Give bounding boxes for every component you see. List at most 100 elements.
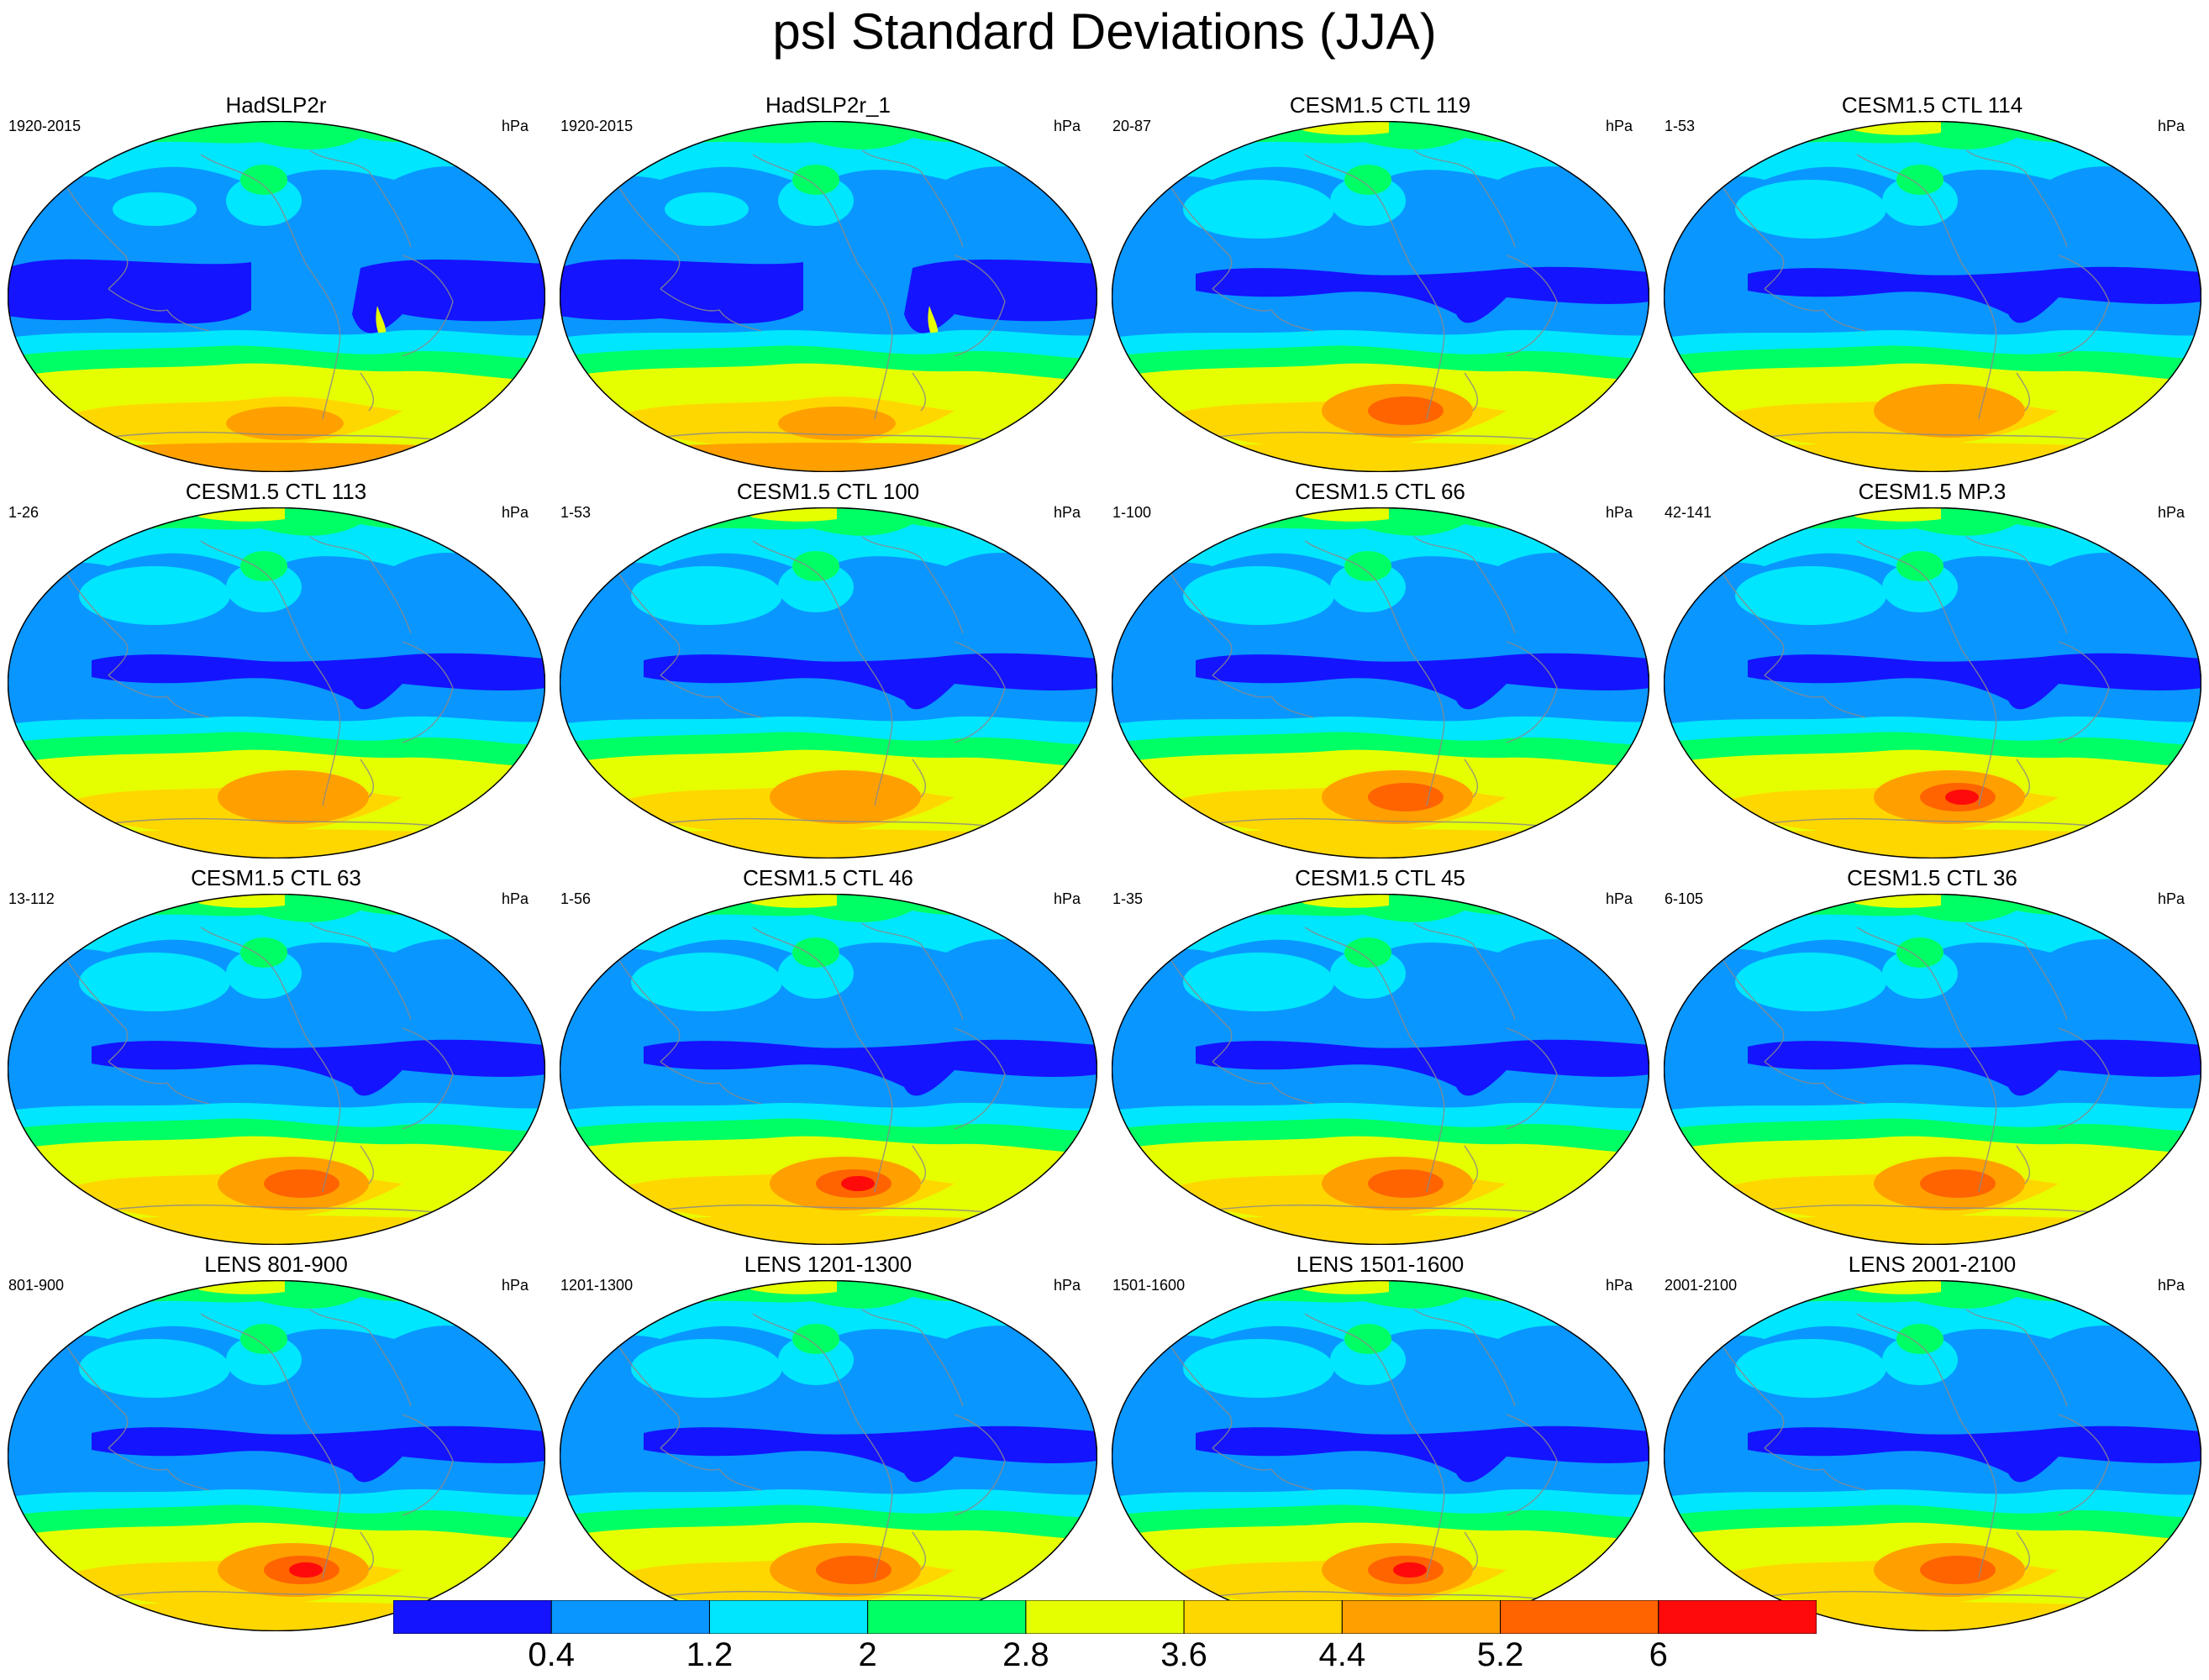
map-panel: LENS 1501-1600 1501-1600 hPa	[1104, 1250, 1656, 1636]
panel-title: LENS 1501-1600	[1296, 1252, 1465, 1277]
panel-title: CESM1.5 CTL 63	[191, 865, 361, 890]
panel-units: hPa	[1053, 890, 1081, 907]
panel-years: 1-100	[1112, 504, 1152, 521]
colorbar-tick-label: 6	[1649, 1636, 1668, 1673]
map-panel: CESM1.5 MP.3 42-141 hPa	[1656, 477, 2208, 864]
map-svg	[1664, 507, 2201, 858]
panel-years: 1920-2015	[560, 118, 634, 134]
map-panel: CESM1.5 CTL 46 1-56 hPa	[552, 864, 1104, 1250]
colorbar-swatch	[1500, 1600, 1659, 1634]
map-panel: HadSLP2r 1920-2015 hPa	[0, 91, 552, 477]
panel-years: 1501-1600	[1112, 1277, 1186, 1294]
map-svg	[1112, 894, 1649, 1245]
colorbar-swatch	[708, 1600, 869, 1634]
panel-years: 1-35	[1112, 890, 1144, 907]
panel-years: 801-900	[8, 1277, 65, 1294]
panel-title: LENS 2001-2100	[1848, 1252, 2017, 1277]
map-svg	[1112, 1280, 1649, 1631]
panel-years: 1-26	[8, 504, 39, 521]
panel-years: 20-87	[1112, 118, 1152, 134]
panel-years: 1920-2015	[8, 118, 82, 134]
panel-title: CESM1.5 CTL 66	[1295, 479, 1465, 504]
map-svg	[8, 121, 545, 472]
map-svg	[8, 507, 545, 858]
map-svg	[1112, 121, 1649, 472]
panel-title: HadSLP2r	[225, 92, 327, 118]
colorbar-swatch	[1025, 1600, 1185, 1634]
panel-years: 1-56	[560, 890, 592, 907]
panel-units: hPa	[2157, 1277, 2185, 1294]
map-svg	[8, 1280, 545, 1631]
map-svg	[1664, 1280, 2201, 1631]
panel-units: hPa	[2157, 504, 2185, 521]
map-panel: HadSLP2r_1 1920-2015 hPa	[552, 91, 1104, 477]
panel-years: 2001-2100	[1665, 1277, 1738, 1294]
map-svg	[8, 894, 545, 1245]
colorbar-swatch	[867, 1600, 1027, 1634]
map-panel: CESM1.5 CTL 63 13-112 hPa	[0, 864, 552, 1250]
panel-title: CESM1.5 CTL 36	[1847, 865, 2017, 890]
panel-units: hPa	[1605, 890, 1633, 907]
map-svg	[560, 507, 1097, 858]
map-svg	[1664, 121, 2201, 472]
panel-years: 1-53	[560, 504, 592, 521]
colorbar-tick-label: 5.2	[1476, 1636, 1524, 1673]
panel-units: hPa	[501, 504, 529, 521]
panel-title: LENS 801-900	[204, 1252, 348, 1277]
panel-units: hPa	[501, 890, 529, 907]
panel-title: CESM1.5 CTL 114	[1841, 92, 2023, 118]
panel-title: LENS 1201-1300	[744, 1252, 913, 1277]
map-panel: LENS 801-900 801-900 hPa	[0, 1250, 552, 1636]
colorbar-tick-label: 3.6	[1160, 1636, 1207, 1673]
panel-units: hPa	[1053, 504, 1081, 521]
map-panel: CESM1.5 CTL 45 1-35 hPa	[1104, 864, 1656, 1250]
panel-title: HadSLP2r_1	[765, 92, 891, 118]
map-panel: LENS 2001-2100 2001-2100 hPa	[1656, 1250, 2208, 1636]
panel-units: hPa	[1605, 118, 1633, 134]
map-svg	[1112, 507, 1649, 858]
colorbar-tick-label: 1.2	[686, 1636, 734, 1673]
colorbar-swatch	[1658, 1600, 1817, 1634]
colorbar-tick-label: 4.4	[1318, 1636, 1366, 1673]
map-panel: CESM1.5 CTL 114 1-53 hPa	[1656, 91, 2208, 477]
map-panel: CESM1.5 CTL 36 6-105 hPa	[1656, 864, 2208, 1250]
map-panel: CESM1.5 CTL 100 1-53 hPa	[552, 477, 1104, 864]
panel-years: 13-112	[8, 890, 55, 907]
colorbar-swatch	[1183, 1600, 1343, 1634]
map-svg	[560, 894, 1097, 1245]
panel-title: CESM1.5 MP.3	[1858, 479, 2007, 504]
panel-years: 1-53	[1665, 118, 1696, 134]
panel-years: 42-141	[1665, 504, 1712, 521]
panel-title: CESM1.5 CTL 100	[736, 479, 920, 504]
panel-units: hPa	[2157, 890, 2185, 907]
colorbar-tick-label: 2	[858, 1636, 877, 1673]
colorbar-swatch	[393, 1600, 552, 1634]
panel-units: hPa	[1053, 1277, 1081, 1294]
panel-units: hPa	[2157, 118, 2185, 134]
map-panel: CESM1.5 CTL 119 20-87 hPa	[1104, 91, 1656, 477]
panel-title: CESM1.5 CTL 45	[1295, 865, 1465, 890]
panel-units: hPa	[1605, 504, 1633, 521]
colorbar-tick-label: 0.4	[528, 1636, 576, 1673]
panel-units: hPa	[501, 118, 529, 134]
colorbar-swatch	[550, 1600, 710, 1634]
colorbar-labels: 0.4 1.2 2 2.8 3.6 4.4 5.2 6	[0, 1635, 2209, 1677]
map-panel: CESM1.5 CTL 113 1-26 hPa	[0, 477, 552, 864]
panel-units: hPa	[1053, 118, 1081, 134]
colorbar	[393, 1600, 1817, 1634]
panel-units: hPa	[1605, 1277, 1633, 1294]
figure-title: psl Standard Deviations (JJA)	[772, 3, 1437, 60]
colorbar-tick-label: 2.8	[1002, 1636, 1049, 1673]
panel-title: CESM1.5 CTL 113	[185, 479, 367, 504]
map-svg	[1664, 894, 2201, 1245]
map-svg	[560, 121, 1097, 472]
panel-title: CESM1.5 CTL 119	[1289, 92, 1471, 118]
panel-units: hPa	[501, 1277, 529, 1294]
colorbar-swatch	[1341, 1600, 1502, 1634]
map-svg	[560, 1280, 1097, 1631]
panel-years: 1201-1300	[560, 1277, 634, 1294]
panel-years: 6-105	[1665, 890, 1704, 907]
panel-title: CESM1.5 CTL 46	[743, 865, 913, 890]
map-panel: CESM1.5 CTL 66 1-100 hPa	[1104, 477, 1656, 864]
map-panel: LENS 1201-1300 1201-1300 hPa	[552, 1250, 1104, 1636]
